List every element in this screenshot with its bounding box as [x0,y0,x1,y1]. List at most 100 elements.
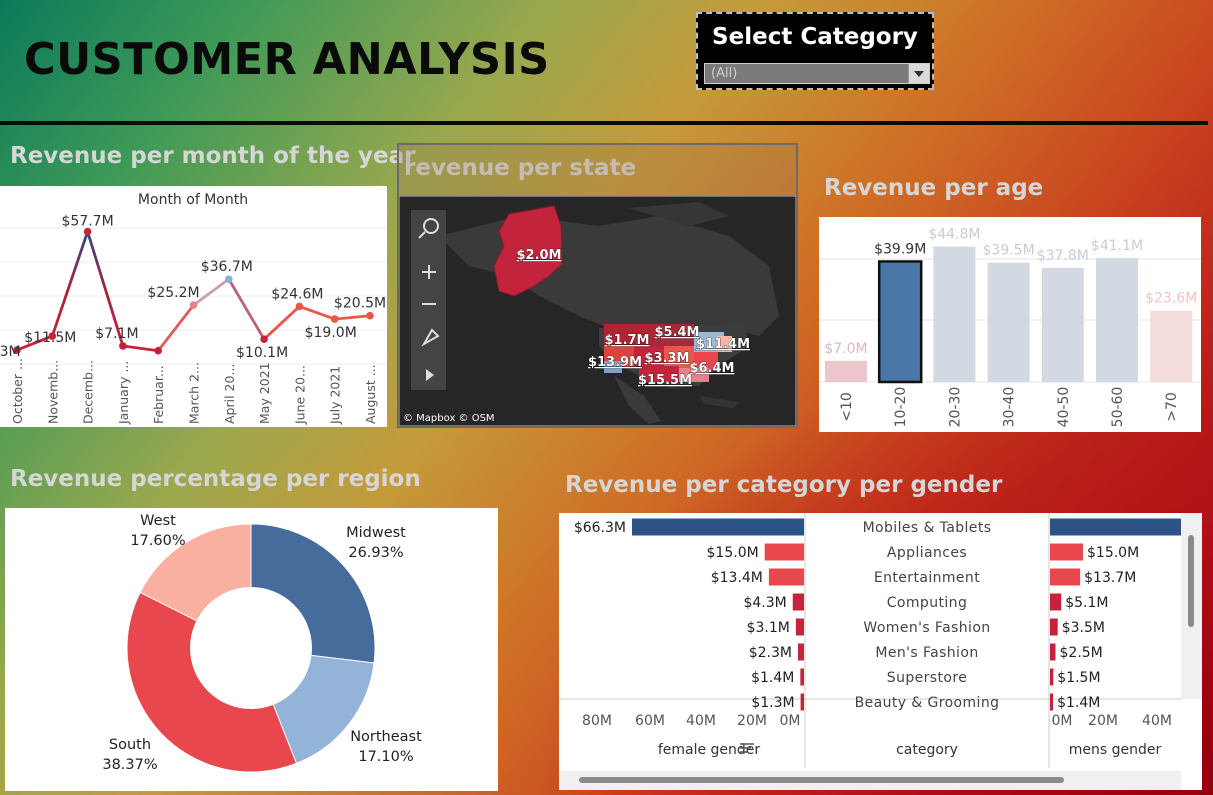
month-line-segment [157,304,195,352]
mens-gender-header: mens gender [1069,742,1162,758]
age-data-label: $39.5M [983,243,1035,259]
female-bar[interactable] [764,543,804,561]
category-label: Computing [887,595,967,611]
region-name-label: South [109,737,151,753]
month-data-point[interactable] [13,346,21,354]
female-data-label: $13.4M [711,570,763,586]
month-data-point[interactable] [225,275,233,283]
month-tick-label: July 2021 [328,366,343,425]
month-data-point[interactable] [330,315,339,323]
mens-data-label: $5.1M [1065,595,1108,611]
female-axis-tick: 60M [635,713,665,729]
mens-data-label: $13.7M [1084,570,1136,586]
section-title-gender: Revenue per category per gender [565,472,1003,498]
month-data-label: $25.2M [147,285,199,301]
category-label: Beauty & Grooming [855,695,1000,711]
female-bar[interactable] [800,693,804,711]
page-title: CUSTOMER ANALYSIS [24,34,550,85]
female-gender-header[interactable]: female gender [658,742,761,758]
state-revenue-label[interactable]: $1.7M [604,333,650,349]
female-axis-tick: 80M [582,713,612,729]
age-tick-label: 30-40 [1002,387,1018,428]
mens-axis-tick: 20M [1088,713,1118,729]
month-line-segment [50,231,89,337]
mens-bar[interactable] [1050,693,1054,711]
mens-bar[interactable] [1050,543,1083,561]
month-data-label: $11.5M [24,330,76,346]
region-donut-chart[interactable]: Midwest 26.93% Northeast 17.10% South 38.37% W… [5,508,498,791]
month-data-point[interactable] [119,342,127,350]
month-data-label: $19.0M [305,325,357,341]
mens-bar[interactable] [1050,643,1056,661]
month-data-label: $10.1M [236,345,288,361]
female-bar[interactable] [768,568,804,586]
zoom-in-icon[interactable] [422,265,436,279]
female-axis-tick: 40M [686,713,716,729]
month-line-chart: Month of Month $5.3M$11.5M $57.7M $7.1M $25… [0,186,387,427]
month-tick-label: Decemb... [81,360,96,424]
age-bar[interactable] [1096,257,1138,382]
age-bar[interactable] [987,262,1030,382]
state-revenue-label[interactable]: $11.4M [696,337,751,353]
state-map[interactable]: © Mapbox © OSM $2.0M $5.4M$1.7M $11.4M $13.… [399,196,796,426]
region-name-label: Midwest [346,525,406,541]
mens-bar[interactable] [1050,618,1058,636]
horizontal-scroll-thumb[interactable] [579,777,1064,783]
mens-axis-tick: 40M [1142,713,1172,729]
female-bar[interactable] [795,618,804,636]
pin-icon[interactable] [421,328,440,347]
category-filter: Select Category (All) [696,12,934,90]
month-data-point[interactable] [83,227,92,236]
month-data-point[interactable] [189,301,198,309]
mens-bar[interactable] [1050,518,1181,536]
age-bar[interactable] [877,260,923,384]
age-bar[interactable] [825,360,867,382]
month-tick-label: May 2021 [257,362,272,424]
sort-icon[interactable] [740,743,754,753]
month-data-label: $20.5M [334,296,386,312]
month-line-segment [227,278,266,340]
state-revenue-label[interactable]: $15.5M [638,373,693,389]
state-revenue-label[interactable]: $6.4M [689,361,735,377]
section-title-month: Revenue per month of the year [10,143,416,169]
mens-data-label: $15.0M [1087,545,1139,561]
mens-bar[interactable] [1050,568,1081,586]
section-title-state: revenue per state [404,155,637,181]
age-data-label: $41.1M [1091,238,1143,254]
mens-bar[interactable] [1050,668,1054,686]
mens-bar[interactable] [1050,593,1062,611]
age-data-label: $44.8M [928,227,980,243]
mens-data-label: $1.5M [1057,670,1100,686]
age-tick-label: 40-50 [1056,387,1072,428]
month-data-label: $5.3M [0,344,21,360]
age-data-label: $7.0M [824,341,867,357]
state-revenue-label[interactable]: $13.9M [588,355,643,371]
state-revenue-label[interactable]: $2.0M [516,248,562,264]
month-data-point[interactable] [260,335,268,343]
chevron-down-icon[interactable] [908,64,929,83]
age-bar[interactable] [1150,310,1193,382]
female-data-label: $3.1M [747,620,790,636]
search-icon[interactable] [418,218,439,239]
state-revenue-label[interactable]: $5.4M [654,325,700,341]
region-pct-label: 17.60% [130,533,185,549]
month-data-point[interactable] [366,311,374,320]
female-bar[interactable] [797,643,804,661]
vertical-scroll-thumb[interactable] [1188,535,1194,627]
female-bar[interactable] [792,593,804,611]
category-select[interactable]: (All) [704,63,930,84]
state-revenue-label[interactable]: $3.3M [644,351,690,367]
age-bar[interactable] [933,246,976,382]
age-bar[interactable] [1041,267,1084,382]
month-data-point[interactable] [154,346,162,355]
month-line-segment [86,231,125,347]
gender-category-chart[interactable]: $66.3M Mobiles & Tablets $15.0M Appliances $… [559,513,1202,790]
region-name-label: Northeast [350,729,422,745]
play-icon[interactable] [426,369,434,381]
region-name-label: West [140,513,176,529]
month-data-point[interactable] [48,332,57,340]
month-data-point[interactable] [295,302,304,311]
age-bar-chart[interactable]: $7.0M $39.9M$44.8M$39.5M $37.8M$41.1M $23.6… [819,217,1201,432]
female-bar[interactable] [632,518,804,536]
female-bar[interactable] [800,668,804,686]
